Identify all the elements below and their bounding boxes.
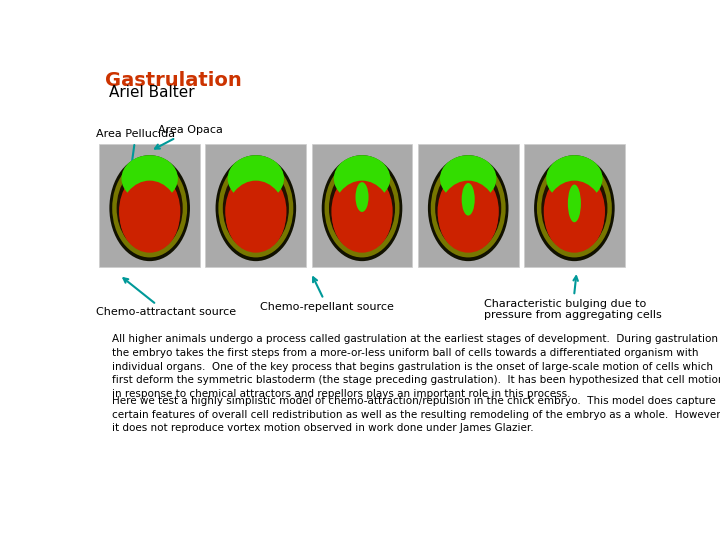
Ellipse shape <box>112 159 187 258</box>
Ellipse shape <box>544 171 605 252</box>
Ellipse shape <box>461 183 475 226</box>
Ellipse shape <box>325 159 400 258</box>
Bar <box>312 144 413 267</box>
Ellipse shape <box>537 159 612 258</box>
Ellipse shape <box>225 171 287 252</box>
Ellipse shape <box>331 171 392 252</box>
Ellipse shape <box>355 183 369 222</box>
Text: Gastrulation: Gastrulation <box>106 71 242 90</box>
Ellipse shape <box>356 182 369 212</box>
Ellipse shape <box>435 165 501 252</box>
Text: Chemo-attractant source: Chemo-attractant source <box>96 278 236 318</box>
Ellipse shape <box>122 155 178 202</box>
Ellipse shape <box>119 171 180 252</box>
Ellipse shape <box>322 155 402 261</box>
Ellipse shape <box>567 184 582 234</box>
Bar <box>205 144 306 267</box>
Ellipse shape <box>440 155 496 202</box>
Ellipse shape <box>568 185 581 222</box>
Ellipse shape <box>218 159 293 258</box>
Text: Chemo-repellant source: Chemo-repellant source <box>261 278 395 312</box>
Ellipse shape <box>462 183 474 215</box>
Text: All higher animals undergo a process called gastrulation at the earliest stages : All higher animals undergo a process cal… <box>112 334 720 399</box>
Text: Characteristic bulging due to
pressure from aggregating cells: Characteristic bulging due to pressure f… <box>484 276 662 320</box>
Ellipse shape <box>329 165 395 252</box>
Ellipse shape <box>544 180 604 253</box>
Ellipse shape <box>334 155 390 202</box>
Ellipse shape <box>332 180 392 253</box>
Ellipse shape <box>109 155 190 261</box>
Bar <box>99 144 200 267</box>
Ellipse shape <box>226 180 286 253</box>
Text: Here we test a highly simplistic model of chemo-attraction/repulsion in the chic: Here we test a highly simplistic model o… <box>112 396 720 433</box>
Bar <box>418 144 518 267</box>
Text: Area Pellucida: Area Pellucida <box>96 130 176 169</box>
Text: Area Opaca: Area Opaca <box>155 125 223 148</box>
Ellipse shape <box>117 165 183 252</box>
Ellipse shape <box>428 155 508 261</box>
Text: Ariel Balter: Ariel Balter <box>109 85 194 100</box>
Ellipse shape <box>546 155 603 202</box>
Ellipse shape <box>438 171 499 252</box>
Bar <box>524 144 625 267</box>
Ellipse shape <box>534 155 615 261</box>
Ellipse shape <box>431 159 505 258</box>
Ellipse shape <box>541 165 608 252</box>
Ellipse shape <box>438 180 498 253</box>
Ellipse shape <box>222 165 289 252</box>
Ellipse shape <box>120 180 179 253</box>
Ellipse shape <box>215 155 296 261</box>
Ellipse shape <box>228 155 284 202</box>
